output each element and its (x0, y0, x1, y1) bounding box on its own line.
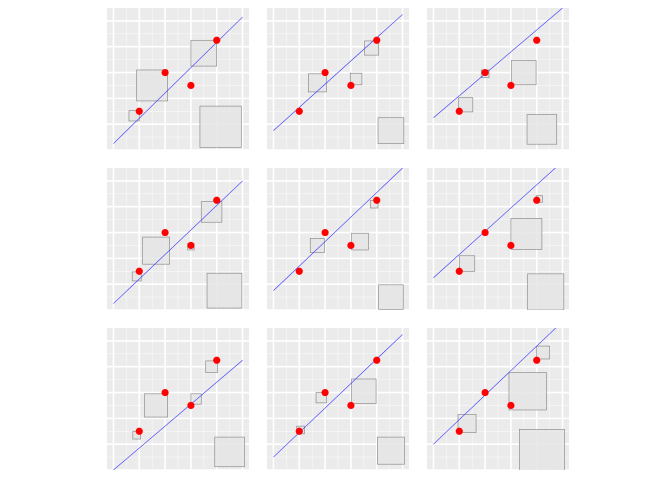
square-mark (527, 273, 565, 310)
square-mark (511, 59, 537, 86)
fit-line (273, 14, 403, 131)
data-point (373, 356, 381, 364)
data-point (533, 196, 541, 204)
square-mark (457, 414, 477, 433)
data-point (455, 427, 463, 435)
data-point (373, 196, 381, 204)
square-mark (364, 40, 379, 56)
data-point (347, 81, 355, 90)
fit-line (113, 180, 243, 304)
square-mark (378, 284, 404, 310)
data-point (481, 68, 489, 77)
panel-marks (433, 328, 565, 470)
square-mark (458, 255, 476, 272)
data-point (161, 228, 169, 237)
square-mark (214, 436, 245, 468)
square-mark (199, 105, 242, 148)
data-point (321, 388, 329, 397)
data-point (161, 388, 169, 397)
fit-line (273, 168, 403, 291)
fit-line (113, 16, 243, 144)
data-point (455, 267, 463, 275)
square-mark (377, 436, 405, 465)
panel-marks (113, 180, 243, 309)
data-point (135, 427, 143, 435)
square-mark (458, 97, 474, 113)
square-mark (377, 117, 405, 144)
data-point (295, 427, 303, 435)
data-point (481, 228, 489, 237)
data-point (187, 241, 195, 250)
fit-line (433, 168, 556, 278)
panel-marks (433, 168, 565, 310)
square-mark (128, 110, 140, 122)
facet-panel-2 (267, 8, 409, 151)
square-mark (510, 218, 543, 250)
data-point (347, 241, 355, 250)
square-mark (351, 232, 369, 251)
square-mark (518, 429, 565, 470)
data-point (321, 228, 329, 237)
data-point (507, 401, 515, 410)
panel-marks (273, 168, 404, 310)
data-point (455, 107, 463, 115)
data-point (347, 401, 355, 410)
facet-panel-6 (427, 168, 569, 311)
data-point (135, 107, 143, 115)
panel-marks (273, 334, 405, 465)
square-mark (508, 372, 547, 411)
square-mark (309, 238, 325, 253)
square-mark (308, 73, 327, 93)
data-point (481, 388, 489, 397)
fit-line (113, 360, 243, 470)
data-point (373, 36, 381, 44)
data-point (161, 68, 169, 77)
data-point (533, 356, 541, 364)
data-point (295, 267, 303, 275)
facet-panel-9 (427, 328, 569, 471)
fit-line (273, 334, 403, 458)
facet-panel-1 (107, 8, 249, 151)
square-mark (526, 114, 558, 145)
facet-panel-8 (267, 328, 409, 471)
square-mark (200, 201, 223, 223)
data-point (321, 68, 329, 77)
fit-line (433, 8, 563, 118)
square-mark (349, 72, 363, 86)
data-point (213, 356, 221, 364)
square-mark (142, 236, 170, 265)
data-point (213, 196, 221, 204)
square-mark (351, 378, 377, 404)
fit-line (433, 328, 557, 445)
data-point (507, 81, 515, 90)
square-mark (205, 360, 218, 373)
data-point (295, 107, 303, 115)
square-mark (190, 393, 202, 405)
data-point (187, 81, 195, 90)
facet-panel-5 (267, 168, 409, 311)
facet-panel-4 (107, 168, 249, 311)
panel-marks (113, 356, 245, 470)
data-point (187, 401, 195, 410)
square-mark (190, 39, 218, 67)
square-mark (315, 392, 327, 404)
square-mark (206, 272, 243, 309)
square-mark (536, 345, 550, 360)
data-point (213, 36, 221, 44)
facet-panel-3 (427, 8, 569, 151)
panel-marks (433, 8, 563, 145)
facet-panel-7 (107, 328, 249, 471)
data-point (533, 36, 541, 44)
square-mark (144, 393, 168, 418)
panel-marks (113, 16, 243, 148)
panel-marks (273, 14, 405, 144)
data-point (507, 241, 515, 250)
data-point (135, 267, 143, 275)
